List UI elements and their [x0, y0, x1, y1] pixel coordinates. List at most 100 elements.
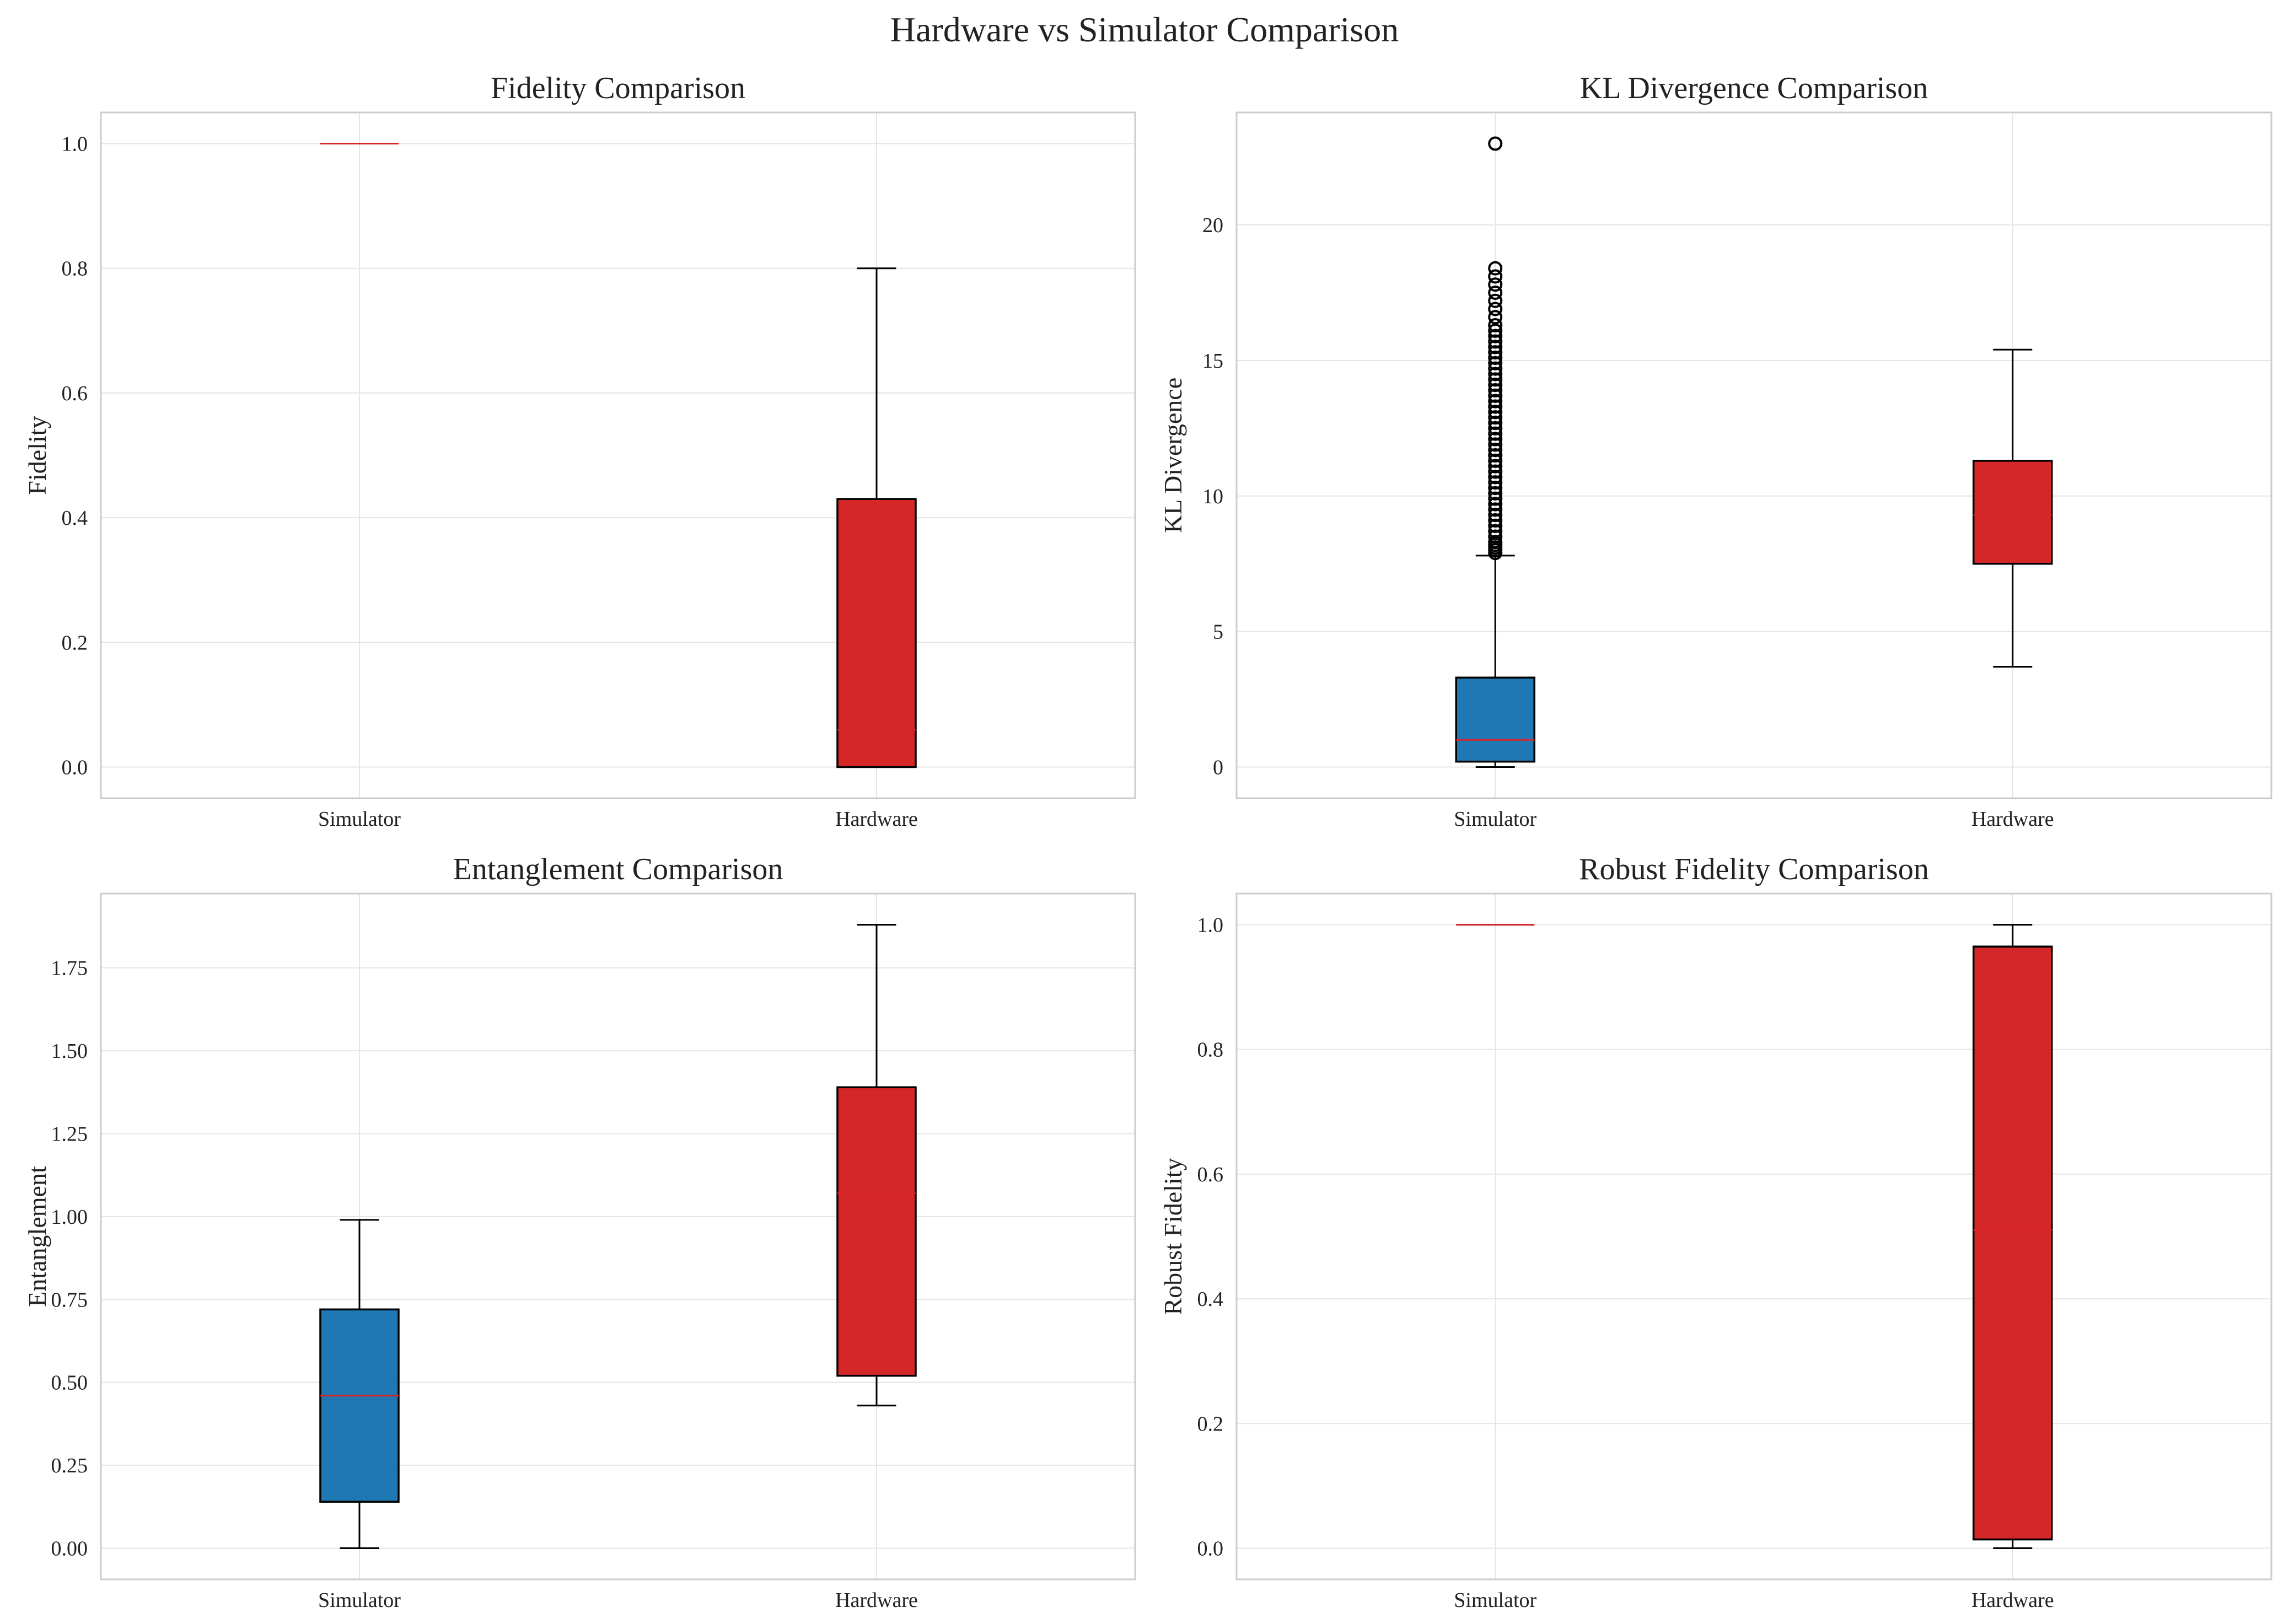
outlier-point: [1488, 426, 1503, 441]
y-tick-label: 1.50: [51, 1040, 88, 1063]
y-tick-label: 0.00: [51, 1537, 88, 1560]
outlier-point: [1488, 524, 1503, 539]
outlier-point: [1488, 453, 1503, 468]
subplot-4: 0.0 0.2 0.4 0.6 0.8 1.0 Simulator Hardware Robus…: [1159, 852, 2272, 1612]
box-iqr: [319, 1308, 400, 1503]
x-tick-label: Simulator: [1454, 1589, 1536, 1612]
outlier-point: [1488, 432, 1503, 447]
y-tick-label: 1.0: [1197, 914, 1224, 937]
outlier-point: [1488, 464, 1503, 479]
box-iqr: [1973, 945, 2053, 1541]
y-axis-label: Fidelity: [23, 416, 51, 494]
outlier-point: [1488, 361, 1503, 376]
outlier-point: [1488, 356, 1503, 370]
outlier-point: [1488, 302, 1503, 316]
y-tick-label: 1.0: [62, 133, 88, 156]
y-tick-label: 0.6: [1197, 1163, 1224, 1186]
y-tick-label: 0.6: [62, 382, 88, 405]
y-tick-label: 20: [1202, 214, 1223, 237]
outlier-point: [1488, 529, 1503, 544]
x-tick-label: Hardware: [835, 1589, 918, 1612]
outlier-point: [1488, 481, 1503, 496]
plot-frame: [1235, 892, 2272, 1580]
subplot-title: Entanglement Comparison: [453, 852, 783, 886]
y-tick-label: 0.2: [1197, 1412, 1224, 1435]
outlier-point: [1488, 394, 1503, 408]
outlier-point: [1488, 475, 1503, 490]
outlier-point: [1488, 345, 1503, 360]
y-tick-label: 15: [1202, 349, 1223, 373]
outlier-point: [1488, 508, 1503, 523]
outlier-point: [1488, 443, 1503, 458]
x-tick-label: Simulator: [318, 808, 401, 831]
outlier-point: [1488, 497, 1503, 512]
outlier-point: [1488, 388, 1503, 403]
subplot-2: 0 5 10 15 20 Simulator Hardware KL Divergence C…: [1159, 71, 2272, 831]
outlier-point: [1488, 269, 1503, 284]
subplot-title: Robust Fidelity Comparison: [1579, 852, 1929, 886]
outlier-point: [1488, 513, 1503, 528]
y-tick-label: 0: [1213, 756, 1223, 779]
y-axis-label: Robust Fidelity: [1159, 1158, 1187, 1315]
y-tick-label: 0.25: [51, 1454, 88, 1477]
outlier-point: [1488, 405, 1503, 420]
subplot-3: 0.00 0.25 0.50 0.75 1.00 1.25 1.50 1.75 Simulato…: [23, 852, 1136, 1612]
box-iqr: [1973, 460, 2053, 565]
box-simulator: [319, 1219, 400, 1549]
plot-frame: [100, 111, 1136, 799]
y-tick-label: 0.50: [51, 1372, 88, 1395]
figure-title: Hardware vs Simulator Comparison: [890, 10, 1399, 49]
outlier-point: [1488, 277, 1503, 292]
outlier-point: [1488, 378, 1503, 392]
outlier-point: [1488, 367, 1503, 381]
outlier-point: [1488, 448, 1503, 463]
box-iqr: [836, 1086, 917, 1377]
y-tick-label: 0.8: [1197, 1039, 1224, 1062]
outlier-point: [1488, 470, 1503, 485]
subplot-title: KL Divergence Comparison: [1580, 71, 1928, 105]
outlier-point: [1488, 310, 1503, 325]
outlier-point: [1488, 518, 1503, 533]
outlier-point: [1488, 261, 1503, 276]
y-tick-label: 0.0: [62, 756, 88, 779]
outlier-point: [1488, 410, 1503, 425]
outlier-point: [1488, 383, 1503, 397]
plot-frame: [100, 892, 1136, 1580]
outlier-point: [1488, 340, 1503, 354]
outlier-point: [1488, 459, 1503, 474]
outlier-point: [1488, 318, 1503, 332]
outlier-point: [1488, 415, 1503, 430]
y-tick-label: 1.00: [51, 1206, 88, 1229]
box-iqr: [1455, 676, 1535, 763]
subplot-title: Fidelity Comparison: [491, 71, 745, 105]
y-tick-label: 0.2: [62, 631, 88, 654]
y-tick-label: 0.4: [62, 507, 88, 530]
y-tick-label: 1.25: [51, 1123, 88, 1146]
outlier-point: [1488, 421, 1503, 435]
x-tick-label: Simulator: [1454, 808, 1536, 831]
x-tick-label: Simulator: [318, 1589, 401, 1612]
outlier-point: [1488, 437, 1503, 452]
outlier-point: [1488, 136, 1503, 151]
outlier-point: [1488, 535, 1503, 550]
y-tick-label: 0.75: [51, 1288, 88, 1311]
outlier-point: [1488, 323, 1503, 338]
outlier-point: [1488, 486, 1503, 501]
box-hardware: [1973, 924, 2053, 1549]
outlier-point: [1488, 293, 1503, 308]
outlier-point: [1488, 350, 1503, 365]
y-tick-label: 0.8: [62, 257, 88, 281]
outlier-point: [1488, 334, 1503, 349]
y-tick-label: 5: [1213, 621, 1223, 644]
y-tick-label: 0.0: [1197, 1537, 1224, 1560]
box-hardware: [836, 924, 917, 1407]
box-hardware: [1973, 348, 2053, 668]
subplot-1: 0.0 0.2 0.4 0.6 0.8 1.0 Simulator Hardware Fidel…: [23, 71, 1136, 831]
y-tick-label: 10: [1202, 485, 1223, 508]
box-iqr: [836, 498, 917, 768]
x-tick-label: Hardware: [1971, 1589, 2054, 1612]
y-axis-label: Entanglement: [23, 1166, 51, 1307]
outlier-point: [1488, 502, 1503, 517]
y-axis-label: KL Divergence: [1159, 378, 1187, 533]
